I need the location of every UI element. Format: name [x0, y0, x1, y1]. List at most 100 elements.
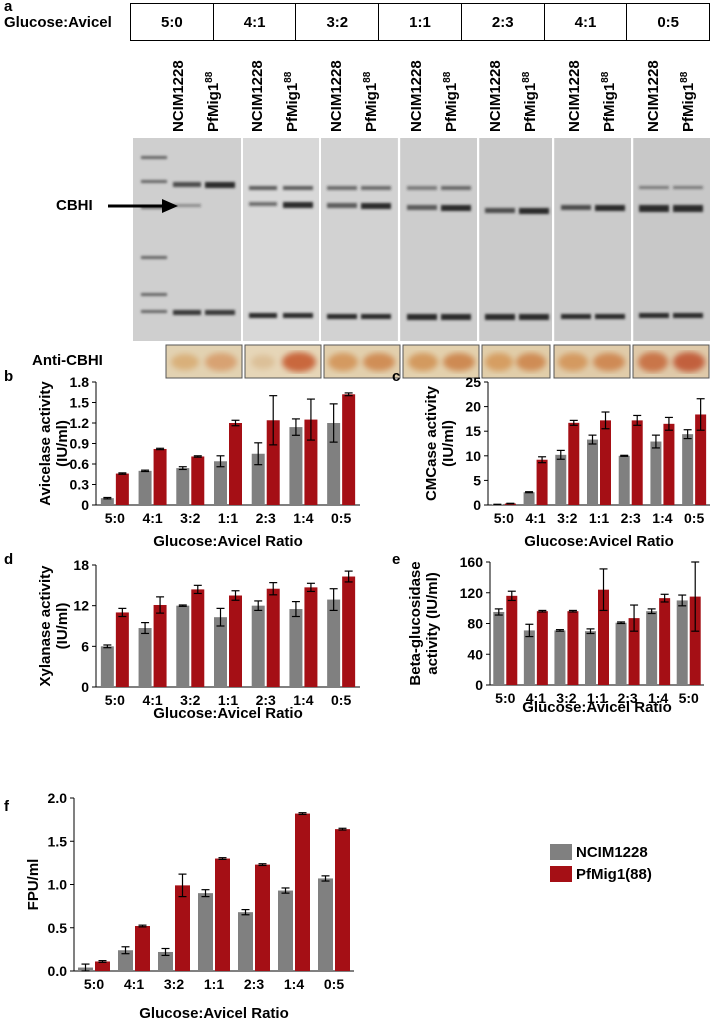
bar [153, 448, 167, 505]
bar [618, 455, 630, 505]
y-axis-label: activity (IU/ml) [424, 572, 441, 675]
y-tick-label: 0.3 [70, 477, 90, 493]
bar [175, 885, 190, 971]
x-tick-label: 1:4 [284, 976, 304, 992]
ratio-cell: 4:1 [545, 4, 628, 40]
bar [214, 617, 227, 687]
bar [289, 427, 303, 505]
x-tick-label: 1:4 [652, 510, 672, 526]
bar [100, 498, 114, 505]
x-tick-label: 4:1 [142, 510, 162, 526]
y-tick-label: 0.9 [70, 436, 90, 452]
bar [304, 419, 318, 505]
x-tick-label: 1:1 [589, 510, 609, 526]
y-tick-label: 0.6 [70, 456, 90, 472]
ratio-cell: 1:1 [379, 4, 462, 40]
bar [554, 630, 566, 685]
legend-item-pfmig1: PfMig1(88) [550, 863, 652, 885]
lane-label-ncim1228: NCIM1228 [566, 60, 583, 132]
bar [567, 611, 579, 685]
bar [536, 611, 548, 685]
y-axis-label: Avicelase activity [37, 381, 54, 506]
anti-cbhi-label: Anti-CBHI [32, 352, 103, 369]
lane-label-text: PfMig1 [443, 82, 460, 132]
lane-label-superscript: 88 [679, 71, 690, 83]
bar [650, 441, 662, 505]
lane-label-pfmig1: PfMig188 [204, 72, 222, 132]
lane-label-pfmig1: PfMig188 [600, 72, 618, 132]
y-tick-label: 12 [73, 598, 89, 614]
y-axis-label: (IU/ml) [54, 420, 71, 467]
lane-label-pfmig1: PfMig188 [679, 72, 697, 132]
bar [663, 423, 675, 505]
lane-label-ncim1228: NCIM1228 [487, 60, 504, 132]
lane-label-ncim1228: NCIM1228 [249, 60, 266, 132]
bar [118, 950, 133, 971]
bar [95, 961, 110, 971]
bar [266, 588, 280, 687]
bar [506, 595, 518, 685]
y-tick-label: 40 [467, 646, 483, 662]
panel-letter-d: d [4, 551, 14, 568]
lane-label-ncim1228: NCIM1228 [645, 60, 662, 132]
y-tick-label: 6 [81, 638, 89, 654]
lane-label-superscript: 88 [283, 71, 294, 83]
lane-label-superscript: 88 [362, 71, 373, 83]
lane-label-text: PfMig1 [205, 82, 222, 132]
lane-label-pfmig1: PfMig188 [362, 72, 380, 132]
x-tick-label: 2:3 [621, 510, 641, 526]
cmcase-chart: 0 5 10 15 20 25 5:0 4:1 3:2 1:1 2:3 1:4 0:5 Glucose:A… [423, 374, 710, 550]
ratio-cell: 4:1 [214, 4, 297, 40]
y-tick-label: 1.2 [70, 415, 90, 431]
x-tick-label: 1:4 [648, 690, 668, 706]
bar [198, 893, 213, 971]
western-blot-image [133, 138, 710, 341]
bar [115, 473, 129, 505]
y-axis-label: Beta-glucosidase [407, 561, 424, 685]
lane-label-text: PfMig1 [363, 82, 380, 132]
bar [631, 420, 643, 505]
fpu-chart: 0.0 0.5 1.0 1.5 2.0 5:0 4:1 3:2 1:1 2:3 1:4 0:5 Gluc… [25, 790, 354, 1022]
bar [255, 864, 270, 971]
bar [100, 646, 114, 687]
legend-swatch-red-icon [550, 866, 572, 882]
x-tick-label: 5:0 [679, 690, 699, 706]
bar [229, 423, 242, 505]
panel-letter-b: b [4, 368, 14, 385]
y-tick-label: 0 [81, 497, 89, 513]
bar [191, 589, 205, 687]
avicelase-chart: 0 0.3 0.6 0.9 1.2 1.5 1.8 5:0 4:1 3:2 1:1 2:3 1:4 0:5… [37, 374, 360, 550]
x-tick-label: 1:4 [293, 510, 313, 526]
y-axis-label: (IU/ml) [440, 420, 457, 467]
panel-letter-f: f [4, 798, 9, 815]
bar [659, 598, 671, 685]
legend-swatch-grey-icon [550, 844, 572, 860]
bar [135, 926, 150, 971]
bar [266, 420, 280, 505]
bar [304, 587, 318, 687]
x-tick-label: 0:5 [684, 510, 704, 526]
bar [676, 600, 688, 685]
bar [523, 492, 535, 505]
legend-label: NCIM1228 [576, 843, 648, 861]
y-tick-label: 5 [473, 472, 481, 488]
xylanase-chart: 0 6 12 18 5:0 4:1 3:2 1:1 2:3 1:4 0:5 Glucose:Avice… [37, 557, 360, 722]
y-tick-label: 2.0 [48, 790, 68, 806]
lane-label-pfmig1: PfMig188 [283, 72, 301, 132]
ratio-cell: 0:5 [657, 13, 680, 31]
y-tick-label: 10 [465, 448, 481, 464]
lane-label-superscript: 88 [442, 71, 453, 83]
x-tick-label: 5:0 [84, 976, 104, 992]
bar [238, 912, 253, 971]
bar [568, 422, 580, 505]
bar [289, 609, 303, 687]
lane-label-superscript: 88 [600, 71, 611, 83]
bar [342, 394, 356, 505]
bar [523, 630, 535, 685]
x-tick-label: 5:0 [495, 690, 515, 706]
bar [536, 459, 548, 505]
bar [176, 605, 190, 687]
bar [295, 813, 310, 971]
ratio-cell: 5:0 [131, 4, 214, 40]
bar [335, 829, 350, 971]
